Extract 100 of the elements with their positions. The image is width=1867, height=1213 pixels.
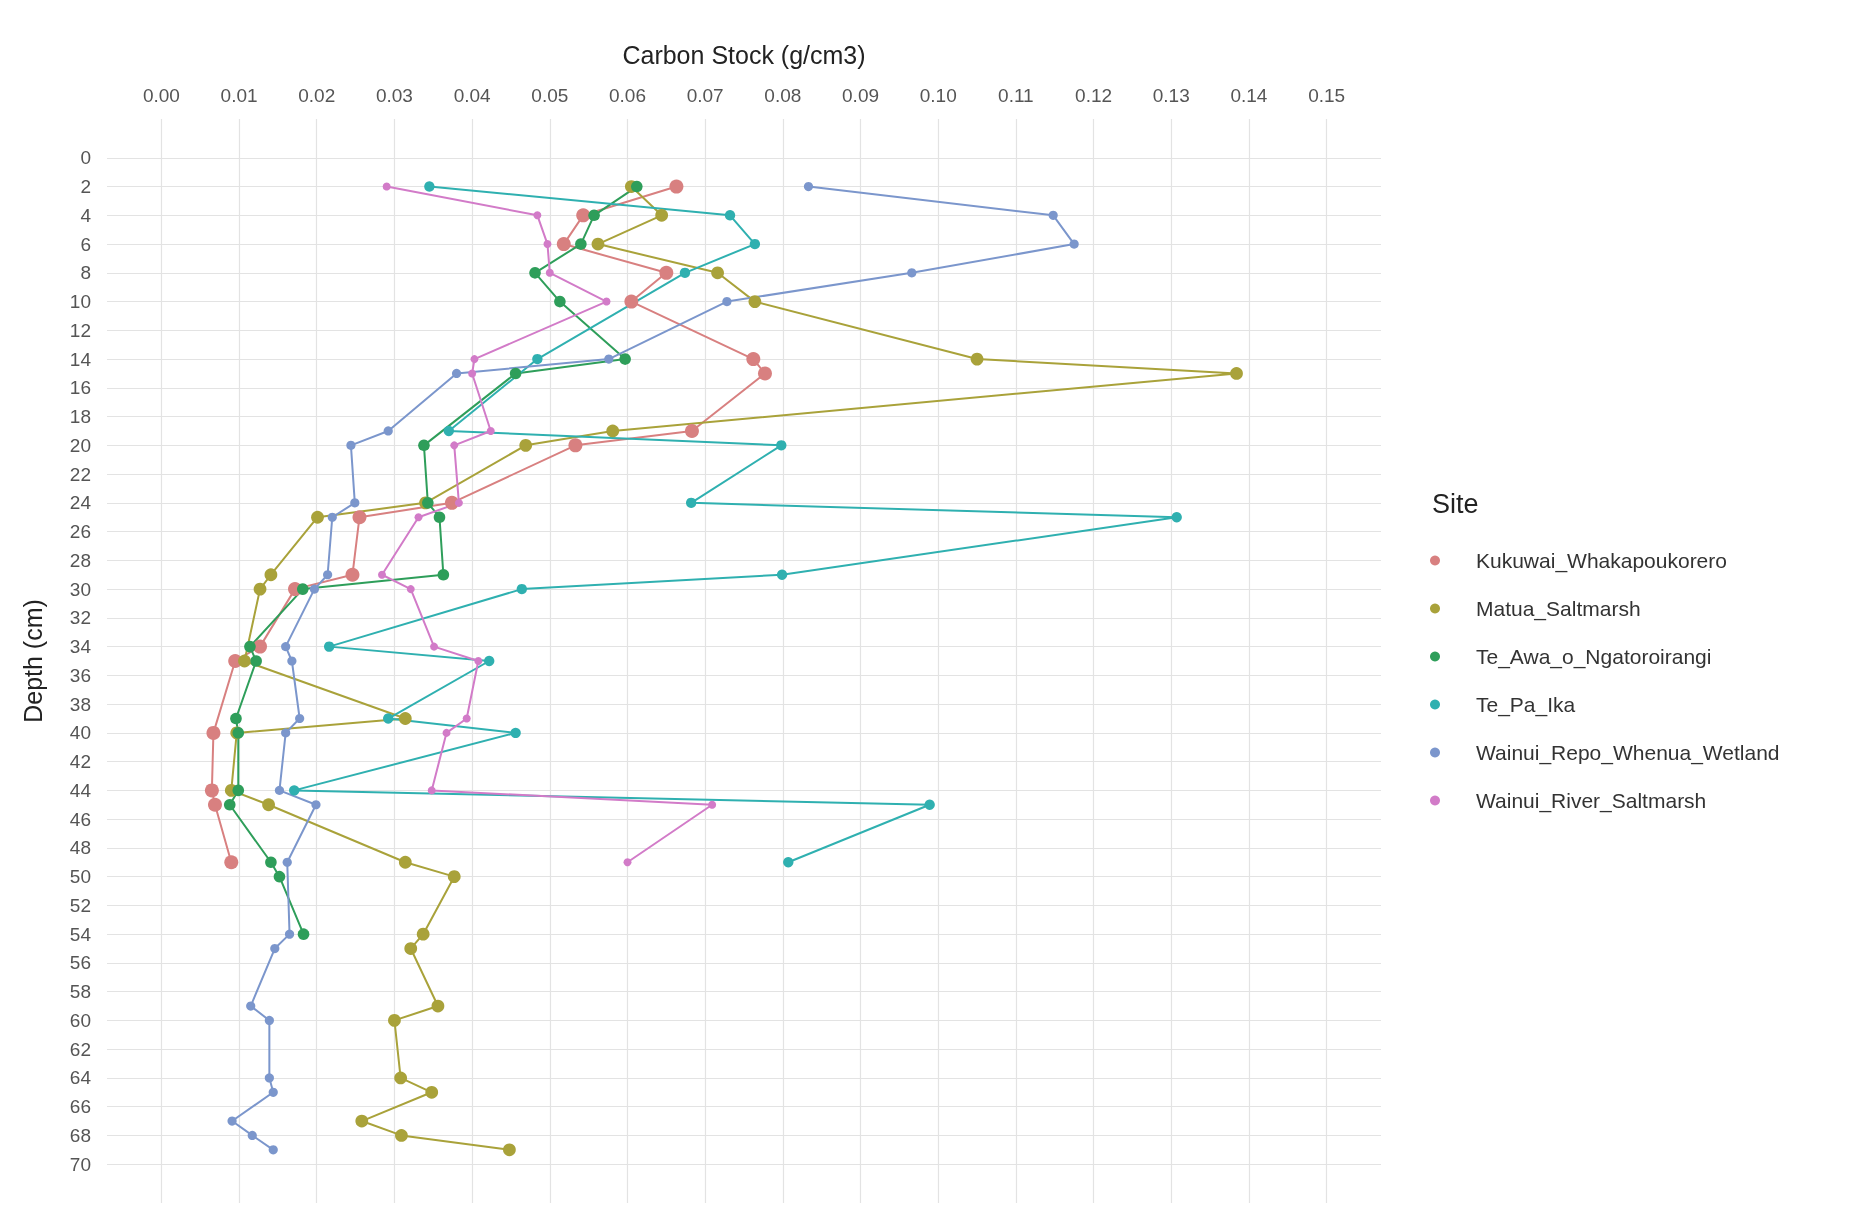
y-tick-label: 6 <box>80 233 91 255</box>
point <box>295 713 305 724</box>
x-tick-label: 0.11 <box>998 85 1034 106</box>
y-tick-label: 22 <box>69 463 91 485</box>
point <box>223 798 236 811</box>
point <box>227 1116 237 1126</box>
point <box>273 870 286 883</box>
x-tick-label: 0.04 <box>453 85 492 106</box>
y-tick-label: 52 <box>69 894 91 916</box>
y-tick-label: 4 <box>80 204 92 226</box>
point <box>503 1143 516 1157</box>
point <box>484 655 495 667</box>
point <box>311 510 324 524</box>
point <box>655 208 669 222</box>
point <box>383 426 393 436</box>
point <box>416 927 430 941</box>
y-tick-label: 54 <box>69 923 92 945</box>
point <box>748 295 762 308</box>
point <box>554 295 566 308</box>
point <box>679 267 691 279</box>
point <box>394 1071 408 1085</box>
point <box>270 943 280 954</box>
point <box>433 511 446 524</box>
point <box>437 568 450 581</box>
point <box>669 179 684 194</box>
y-tick-label: 64 <box>69 1067 92 1089</box>
point <box>430 642 439 651</box>
point <box>588 209 600 222</box>
y-tick-label: 48 <box>69 837 91 859</box>
point <box>907 268 917 278</box>
point <box>398 855 412 869</box>
y-tick-label: 40 <box>69 722 91 744</box>
point <box>431 999 445 1013</box>
point <box>510 727 521 739</box>
point <box>757 366 772 381</box>
point <box>470 355 479 364</box>
point <box>424 181 435 192</box>
point <box>624 294 639 309</box>
point <box>282 857 292 867</box>
point <box>450 441 459 450</box>
point <box>591 237 605 251</box>
y-tick-label: 66 <box>69 1096 91 1118</box>
y-tick-label: 50 <box>69 866 91 888</box>
legend-label: Matua_Saltmarsh <box>1476 597 1641 621</box>
point <box>776 569 788 580</box>
y-tick-label: 42 <box>69 751 91 773</box>
point <box>309 584 320 594</box>
y-axis-title: Depth (cm) <box>18 599 47 723</box>
y-tick-label: 56 <box>69 952 91 974</box>
point <box>268 1087 278 1097</box>
point <box>253 639 268 654</box>
point <box>516 583 528 595</box>
point <box>207 797 222 812</box>
point <box>382 182 391 191</box>
legend-label: Te_Pa_Ika <box>1476 693 1576 717</box>
point <box>556 237 571 252</box>
x-tick-label: 0.03 <box>375 85 413 106</box>
y-tick-label: 28 <box>69 549 91 571</box>
x-tick-label: 0.13 <box>1152 85 1190 106</box>
y-tick-label: 20 <box>69 434 91 456</box>
point <box>414 513 423 522</box>
point <box>204 783 219 798</box>
point <box>543 240 552 249</box>
point <box>297 928 310 940</box>
point <box>443 425 454 437</box>
point <box>462 714 471 723</box>
point <box>685 497 697 509</box>
point <box>268 1145 278 1155</box>
point <box>532 353 543 365</box>
point <box>262 798 275 812</box>
point <box>659 265 674 280</box>
point <box>206 725 221 740</box>
point <box>355 1114 369 1128</box>
x-axis-title: Carbon Stock (g/cm3) <box>622 40 866 69</box>
point <box>1171 512 1182 523</box>
point <box>474 657 483 665</box>
point <box>606 424 620 438</box>
y-tick-label: 34 <box>69 636 92 658</box>
point <box>311 800 321 810</box>
point <box>711 266 724 280</box>
y-tick-label: 24 <box>69 492 92 514</box>
point <box>468 369 477 378</box>
y-tick-label: 32 <box>69 607 91 629</box>
point <box>746 352 761 367</box>
point <box>1069 239 1079 249</box>
point <box>803 181 814 192</box>
point <box>264 1015 274 1026</box>
x-tick-label: 0.12 <box>1075 85 1113 106</box>
point <box>232 784 245 797</box>
point <box>289 785 300 796</box>
y-tick-label: 38 <box>69 693 91 715</box>
point <box>296 583 309 595</box>
point <box>388 1014 401 1027</box>
point <box>1048 210 1058 220</box>
point <box>230 712 242 725</box>
point <box>238 654 251 668</box>
point <box>533 211 542 220</box>
point <box>545 268 554 277</box>
legend-title: Site <box>1432 488 1479 519</box>
y-tick-label: 12 <box>69 319 91 341</box>
